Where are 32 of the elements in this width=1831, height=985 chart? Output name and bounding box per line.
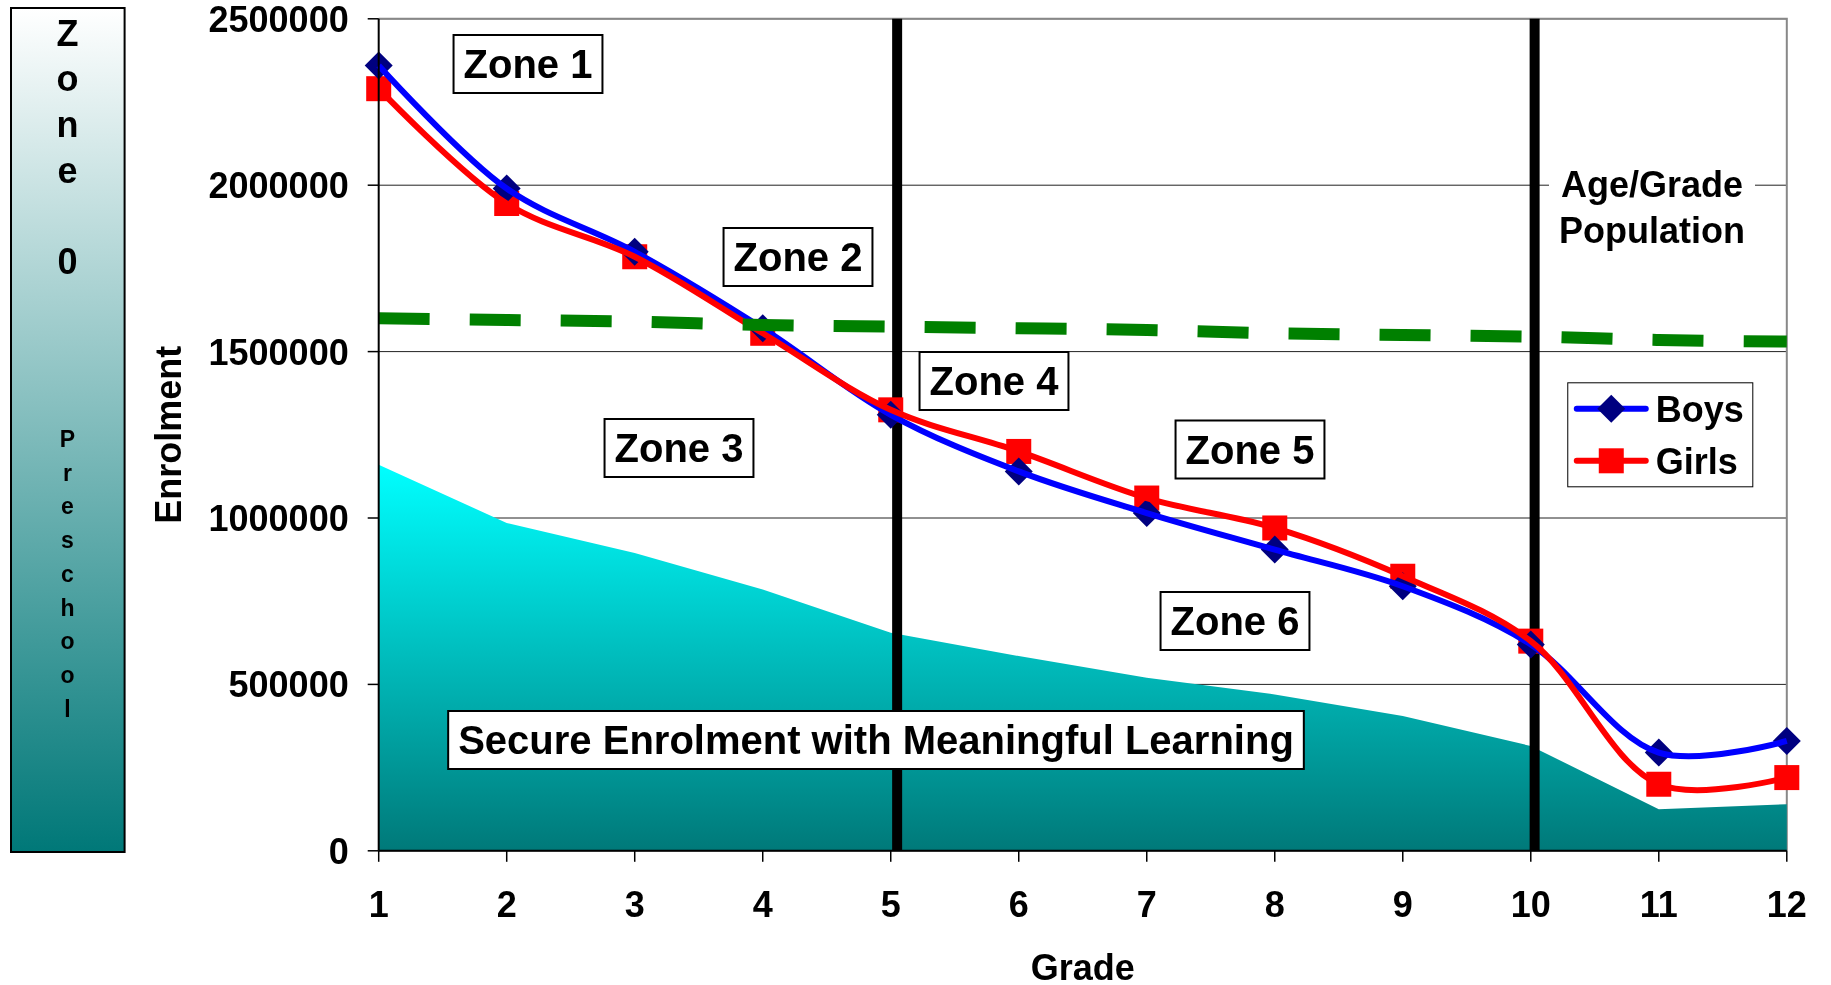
x-tick-label: 6 [1008,883,1029,925]
y-tick-label: 0 [328,830,349,872]
legend-label: Girls [1655,440,1738,482]
x-tick-label: 12 [1766,883,1807,925]
annotation: Age/Grade Population [1559,163,1745,252]
annotation: Zone 5 [1185,427,1315,472]
y-axis-title: Enrolment [148,345,189,524]
x-tick-label: 11 [1639,883,1678,925]
x-tick-label: 10 [1510,883,1551,925]
x-tick-label: 4 [752,883,773,925]
x-tick-label: 1 [368,883,389,925]
annotation: Zone 3 [614,426,744,471]
x-tick-label: 5 [880,883,901,925]
y-tick-label: 1000000 [208,498,349,539]
y-tick-label: 500000 [228,664,349,706]
x-tick-label: 8 [1264,883,1285,925]
annotation: Zone 2 [733,235,863,280]
x-tick-label: 7 [1136,883,1157,925]
text: Zone 0 [56,12,79,282]
y-tick-label: 1500000 [208,331,349,373]
text: Preschool [59,426,76,722]
y-tick-label: 2000000 [208,165,349,207]
x-axis-title: Grade [1030,947,1135,985]
legend-label: Boys [1655,388,1744,430]
annotation: Zone 1 [463,42,593,87]
x-tick-label: 3 [624,883,645,925]
y-tick-label: 2500000 [208,0,349,40]
annotation: Zone 6 [1170,599,1300,644]
x-tick-label: 2 [496,883,517,925]
annotation: Secure Enrolment with Meaningful Learning [458,718,1294,763]
annotation: Zone 4 [929,359,1060,404]
x-tick-label: 9 [1392,883,1413,925]
